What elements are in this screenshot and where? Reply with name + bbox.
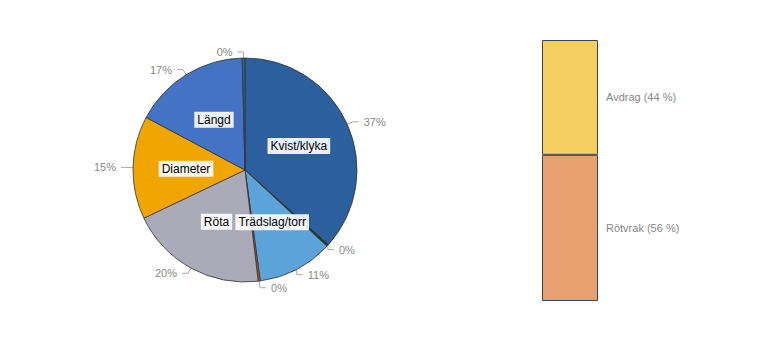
svg-text:17%: 17% <box>150 64 172 76</box>
svg-text:0%: 0% <box>217 46 233 58</box>
svg-text:11%: 11% <box>308 269 329 281</box>
svg-text:Längd: Längd <box>197 113 230 127</box>
svg-text:0%: 0% <box>339 244 355 256</box>
svg-text:20%: 20% <box>155 267 177 279</box>
svg-text:Avdrag (44 %): Avdrag (44 %) <box>606 91 676 103</box>
svg-text:37%: 37% <box>364 116 386 128</box>
svg-text:Trädslag/torr: Trädslag/torr <box>238 215 306 229</box>
svg-text:Diameter: Diameter <box>162 162 211 176</box>
svg-text:Rötvrak (56 %): Rötvrak (56 %) <box>606 222 679 234</box>
svg-text:15%: 15% <box>94 161 116 173</box>
svg-text:0%: 0% <box>271 282 287 294</box>
svg-text:Kvist/klyka: Kvist/klyka <box>271 139 328 153</box>
svg-text:Röta: Röta <box>204 215 230 229</box>
